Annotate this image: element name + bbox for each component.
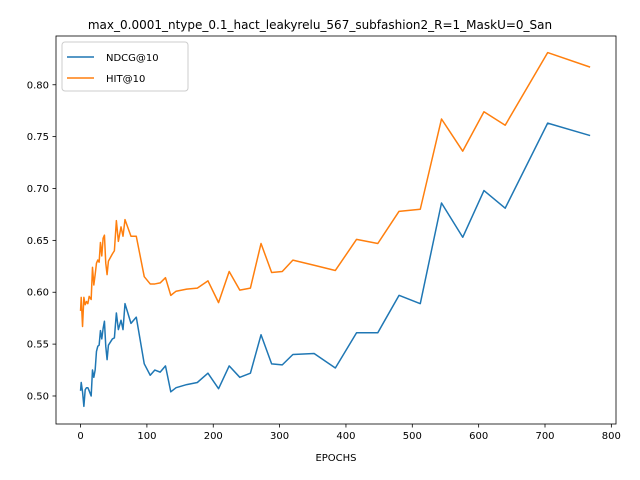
y-tick-label: 0.65 xyxy=(27,236,49,247)
x-tick-label: 500 xyxy=(403,431,422,442)
x-tick-label: 100 xyxy=(137,431,156,442)
x-tick-label: 300 xyxy=(270,431,289,442)
y-tick-label: 0.75 xyxy=(27,132,49,143)
chart-title: max_0.0001_ntype_0.1_hact_leakyrelu_567_… xyxy=(88,18,552,32)
x-tick-label: 200 xyxy=(204,431,223,442)
y-tick-label: 0.60 xyxy=(27,288,49,299)
plot-frame xyxy=(55,35,617,425)
x-tick-label: 600 xyxy=(469,431,488,442)
x-tick-label: 400 xyxy=(336,431,355,442)
legend-label: NDCG@10 xyxy=(106,53,159,64)
x-tick-label: 800 xyxy=(602,431,621,442)
x-axis-label: EPOCHS xyxy=(315,453,356,464)
legend: NDCG@10 HIT@10 xyxy=(61,41,189,92)
y-tick-label: 0.70 xyxy=(27,184,49,195)
x-tick-label: 700 xyxy=(535,431,554,442)
series-line-hit xyxy=(79,51,591,328)
y-tick-label: 0.55 xyxy=(27,340,49,351)
y-tick-label: 0.80 xyxy=(27,80,49,91)
legend-label: HIT@10 xyxy=(106,74,145,85)
series-line-ndcg xyxy=(79,122,591,408)
y-tick-label: 0.50 xyxy=(27,391,49,402)
x-tick-label: 0 xyxy=(77,431,83,442)
